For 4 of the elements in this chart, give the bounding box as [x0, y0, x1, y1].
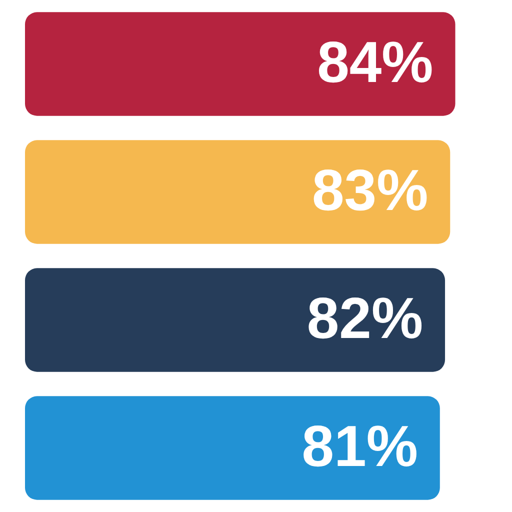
data-label: 83%	[312, 158, 428, 223]
data-label: 82%	[306, 286, 424, 351]
data-label: 84%	[317, 30, 434, 95]
data-label: 81%	[302, 414, 418, 479]
